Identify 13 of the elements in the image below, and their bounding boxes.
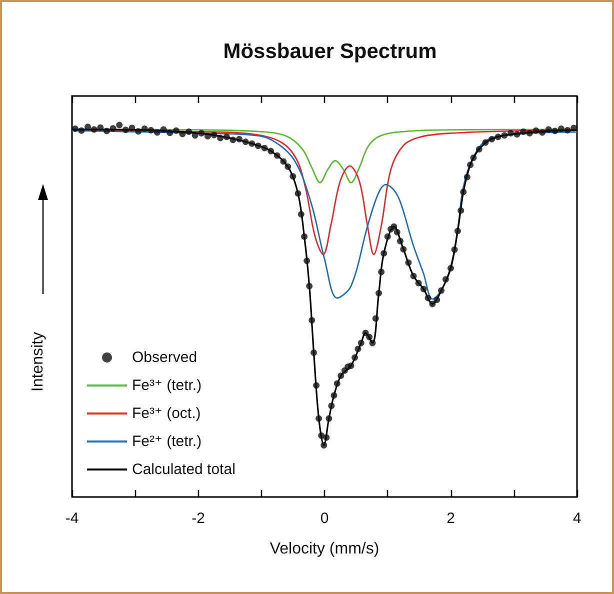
legend-label: Calculated total — [132, 461, 236, 478]
chart-title: Mössbauer Spectrum — [223, 40, 437, 63]
x-tick-label: 4 — [572, 510, 582, 527]
x-tick-label: 2 — [446, 510, 455, 527]
legend-label: Observed — [132, 349, 198, 366]
legend-label: Fe³⁺ (tetr.) — [132, 377, 202, 394]
y-axis-title: Intensity — [30, 332, 46, 392]
x-tick-label: 0 — [320, 510, 329, 527]
x-tick-label: -4 — [65, 510, 79, 527]
x-axis-title: Velocity (mm/s) — [270, 540, 380, 558]
legend-label: Fe²⁺ (tetr.) — [132, 433, 202, 450]
x-tick-label: -2 — [192, 510, 205, 527]
legend-label: Fe³⁺ (oct.) — [132, 405, 201, 422]
